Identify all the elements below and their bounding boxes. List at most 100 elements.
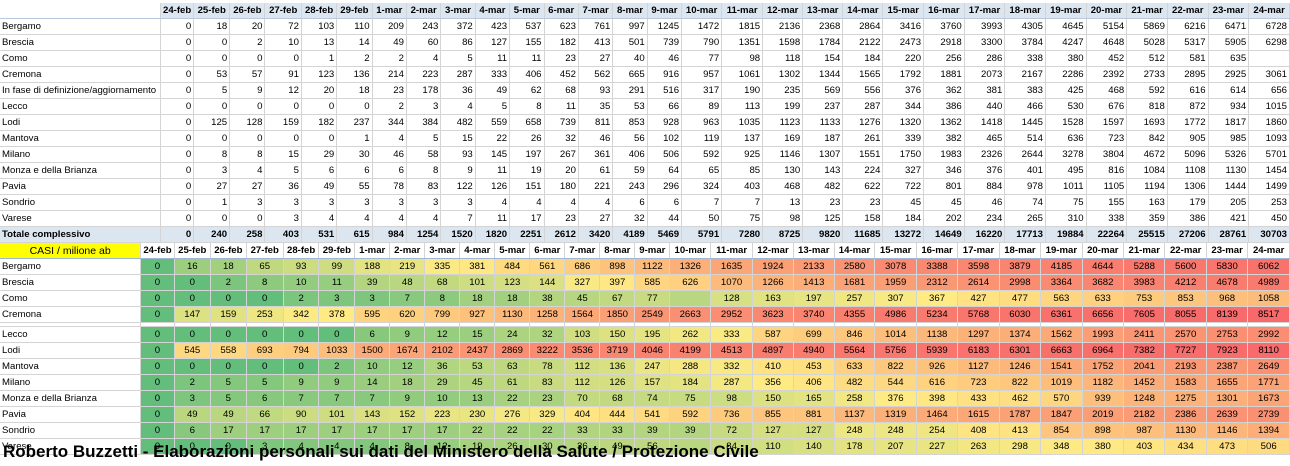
scaled-value-cell[interactable]: 506 (1247, 438, 1290, 455)
value-cell[interactable]: 423 (475, 18, 511, 35)
scaled-value-cell[interactable]: 1070 (710, 274, 754, 291)
value-cell[interactable]: 665 (612, 66, 648, 83)
scaled-value-cell[interactable]: 33 (564, 422, 601, 439)
value-cell[interactable]: 287 (842, 98, 884, 115)
value-cell[interactable]: 310 (1045, 210, 1087, 227)
scaled-value-cell[interactable]: 4 (354, 438, 391, 455)
scaled-value-cell[interactable]: 7923 (1206, 342, 1249, 359)
value-cell[interactable]: 383 (1004, 82, 1046, 99)
value-cell[interactable]: 1302 (762, 66, 804, 83)
value-cell[interactable]: 2733 (1126, 66, 1168, 83)
scaled-value-cell[interactable]: 24 (494, 326, 531, 343)
value-cell[interactable]: 197 (509, 146, 545, 163)
scaled-value-cell[interactable]: 0 (210, 290, 247, 307)
scaled-value-cell[interactable]: 0 (140, 306, 175, 323)
scaled-value-cell[interactable]: 3598 (957, 258, 1000, 275)
value-cell[interactable]: 59 (612, 162, 648, 179)
scaled-value-cell[interactable]: 0 (140, 374, 175, 391)
value-cell[interactable]: 9 (440, 162, 476, 179)
scaled-value-cell[interactable]: 2133 (793, 258, 835, 275)
scaled-value-cell[interactable]: 63 (494, 358, 531, 375)
scaled-value-cell[interactable]: 2193 (1164, 358, 1207, 375)
value-cell[interactable]: 46 (578, 130, 614, 147)
scaled-value-cell[interactable]: 332 (710, 358, 754, 375)
scaled-value-cell[interactable]: 1562 (1040, 326, 1083, 343)
value-cell[interactable]: 23 (802, 194, 844, 211)
scaled-value-cell[interactable]: 1058 (1247, 290, 1290, 307)
scaled-value-cell[interactable]: 1138 (916, 326, 959, 343)
value-cell[interactable]: 22 (475, 130, 511, 147)
value-cell[interactable]: 4 (372, 130, 407, 147)
value-cell[interactable]: 3300 (964, 34, 1006, 51)
scaled-value-cell[interactable]: 413 (999, 422, 1042, 439)
scaled-value-cell[interactable]: 0 (140, 326, 175, 343)
value-cell[interactable]: 6 (336, 162, 373, 179)
value-cell[interactable]: 1123 (762, 114, 804, 131)
scaled-value-cell[interactable]: 8055 (1164, 306, 1207, 323)
scaled-value-cell[interactable]: 136 (599, 358, 636, 375)
value-cell[interactable]: 291 (612, 82, 648, 99)
scaled-value-cell[interactable]: 1275 (1164, 390, 1207, 407)
value-cell[interactable]: 110 (336, 18, 373, 35)
scaled-value-cell[interactable]: 6964 (1082, 342, 1125, 359)
total-cell[interactable]: 984 (372, 226, 407, 243)
scaled-value-cell[interactable]: 29 (424, 374, 461, 391)
value-cell[interactable]: 20 (229, 18, 266, 35)
scaled-value-cell[interactable]: 6 (174, 422, 211, 439)
scaled-value-cell[interactable]: 38 (529, 290, 566, 307)
scaled-value-cell[interactable]: 0 (246, 358, 284, 375)
scaled-value-cell[interactable]: 103 (564, 326, 601, 343)
value-cell[interactable]: 29 (301, 146, 338, 163)
value-cell[interactable]: 4 (440, 98, 476, 115)
value-cell[interactable]: 811 (578, 114, 614, 131)
scaled-value-cell[interactable]: 6663 (1040, 342, 1083, 359)
scaled-value-cell[interactable]: 3 (174, 390, 211, 407)
scaled-value-cell[interactable]: 8517 (1247, 306, 1290, 323)
scaled-value-cell[interactable]: 1266 (752, 274, 794, 291)
value-cell[interactable]: 9 (229, 82, 266, 99)
scaled-value-cell[interactable]: 620 (389, 306, 426, 323)
value-cell[interactable]: 154 (802, 50, 844, 67)
value-cell[interactable]: 406 (509, 66, 545, 83)
value-cell[interactable]: 1598 (762, 34, 804, 51)
scaled-value-cell[interactable]: 3078 (874, 258, 917, 275)
scaled-value-cell[interactable]: 2649 (1247, 358, 1290, 375)
scaled-value-cell[interactable]: 1130 (1164, 422, 1207, 439)
value-cell[interactable]: 205 (1208, 194, 1250, 211)
value-cell[interactable]: 1245 (647, 18, 683, 35)
scaled-value-cell[interactable]: 147 (174, 306, 211, 323)
value-cell[interactable]: 1565 (842, 66, 884, 83)
scaled-value-cell[interactable]: 3 (318, 290, 356, 307)
value-cell[interactable]: 53 (612, 98, 648, 115)
scaled-value-cell[interactable]: 74 (634, 390, 671, 407)
value-cell[interactable]: 1194 (1126, 178, 1168, 195)
value-cell[interactable]: 978 (1004, 178, 1046, 195)
scaled-value-cell[interactable]: 1452 (1123, 374, 1166, 391)
scaled-value-cell[interactable]: 342 (283, 306, 320, 323)
scaled-value-cell[interactable]: 4 (283, 438, 320, 455)
value-cell[interactable]: 501 (612, 34, 648, 51)
scaled-value-cell[interactable]: 378 (318, 306, 356, 323)
value-cell[interactable]: 27 (578, 50, 614, 67)
scaled-value-cell[interactable]: 17 (318, 422, 356, 439)
value-cell[interactable]: 0 (193, 98, 231, 115)
value-cell[interactable]: 36 (264, 178, 302, 195)
scaled-value-cell[interactable]: 3222 (529, 342, 566, 359)
scaled-value-cell[interactable]: 5939 (916, 342, 959, 359)
value-cell[interactable]: 137 (721, 130, 764, 147)
scaled-value-cell[interactable]: 1752 (1082, 358, 1125, 375)
value-cell[interactable]: 199 (762, 98, 804, 115)
value-cell[interactable]: 3 (229, 194, 266, 211)
value-cell[interactable]: 8 (509, 98, 545, 115)
value-cell[interactable]: 2392 (1086, 66, 1128, 83)
date-header[interactable]: 13-mar (802, 3, 844, 19)
total-cell[interactable]: 0 (160, 226, 195, 243)
scaled-value-cell[interactable]: 18 (210, 258, 247, 275)
value-cell[interactable]: 344 (372, 114, 407, 131)
value-cell[interactable]: 103 (301, 18, 338, 35)
scaled-value-cell[interactable]: 90 (283, 406, 320, 423)
scaled-value-cell[interactable]: 6361 (1040, 306, 1083, 323)
value-cell[interactable]: 3416 (882, 18, 925, 35)
scaled-value-cell[interactable]: 968 (1206, 290, 1249, 307)
value-cell[interactable]: 376 (882, 82, 925, 99)
